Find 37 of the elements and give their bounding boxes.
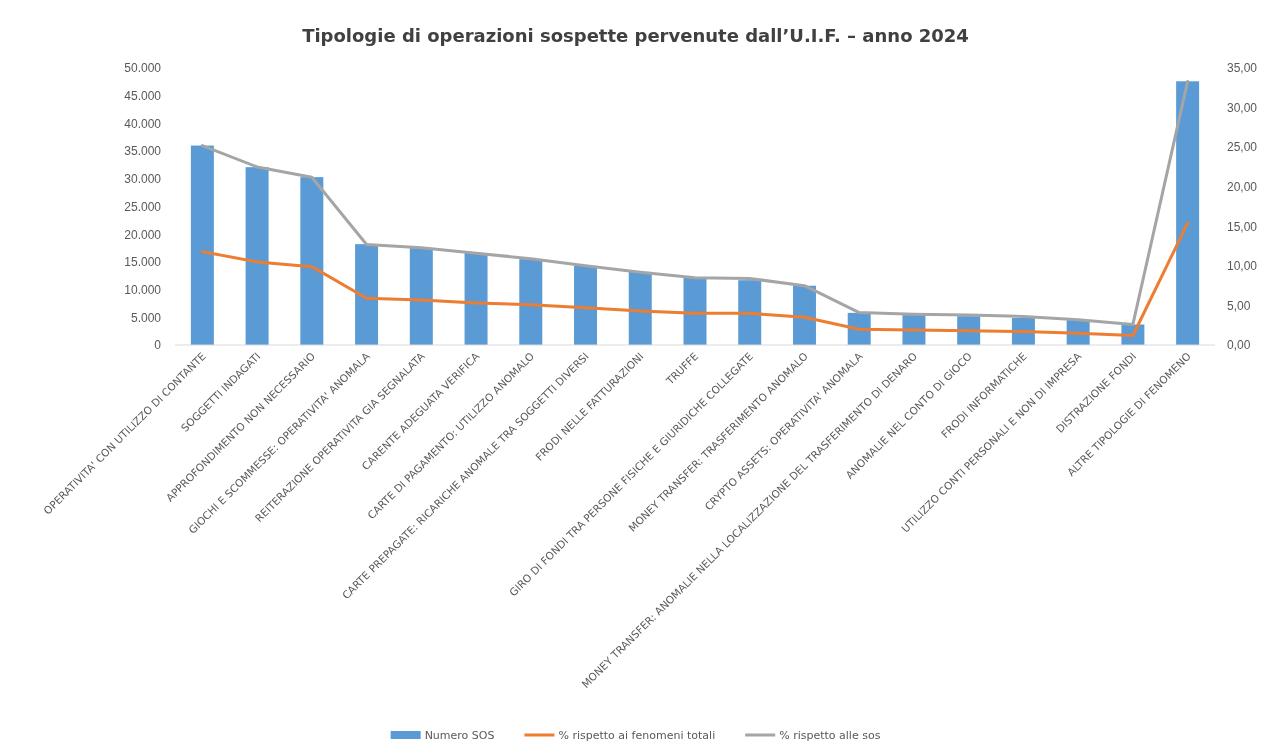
bar	[519, 259, 543, 345]
bar	[1176, 81, 1200, 345]
y2-tick-label: 20,00	[1227, 180, 1258, 195]
y-tick-label: 30.000	[124, 172, 162, 187]
y-tick-label: 0	[154, 338, 162, 353]
legend-label: % rispetto ai fenomeni totali	[558, 729, 716, 742]
y-tick-label: 5.000	[130, 310, 162, 325]
y-tick-label: 35.000	[124, 144, 162, 159]
bar	[628, 271, 652, 345]
y2-tick-label: 15,00	[1227, 219, 1258, 234]
y2-tick-label: 25,00	[1227, 140, 1258, 155]
bar	[300, 177, 324, 345]
chart-title: Tipologie di operazioni sospette pervenute dall’U.I.F. – anno 2024	[302, 25, 969, 46]
y-tick-label: 25.000	[124, 199, 162, 214]
y-tick-label: 50.000	[124, 61, 162, 76]
legend-label: Numero SOS	[424, 729, 495, 742]
y-tick-label: 20.000	[124, 227, 162, 242]
y2-tick-label: 10,00	[1227, 259, 1258, 274]
bar	[409, 248, 433, 345]
y2-tick-label: 0,00	[1227, 338, 1251, 353]
y-tick-label: 10.000	[124, 282, 162, 297]
bar	[464, 253, 488, 345]
legend-label: % rispetto alle sos	[779, 729, 881, 742]
y2-tick-label: 30,00	[1227, 100, 1258, 115]
bar	[792, 285, 816, 345]
bar	[738, 280, 762, 345]
bar	[245, 167, 269, 345]
y-tick-label: 15.000	[124, 255, 162, 270]
bar	[190, 145, 214, 345]
y-tick-label: 45.000	[124, 89, 162, 104]
y2-tick-label: 5,00	[1227, 298, 1251, 313]
y-tick-label: 40.000	[124, 116, 162, 131]
bar	[355, 244, 379, 345]
y2-tick-label: 35,00	[1227, 61, 1258, 76]
line-series	[200, 79, 1190, 326]
bar	[574, 265, 598, 345]
line-series	[200, 221, 1190, 337]
